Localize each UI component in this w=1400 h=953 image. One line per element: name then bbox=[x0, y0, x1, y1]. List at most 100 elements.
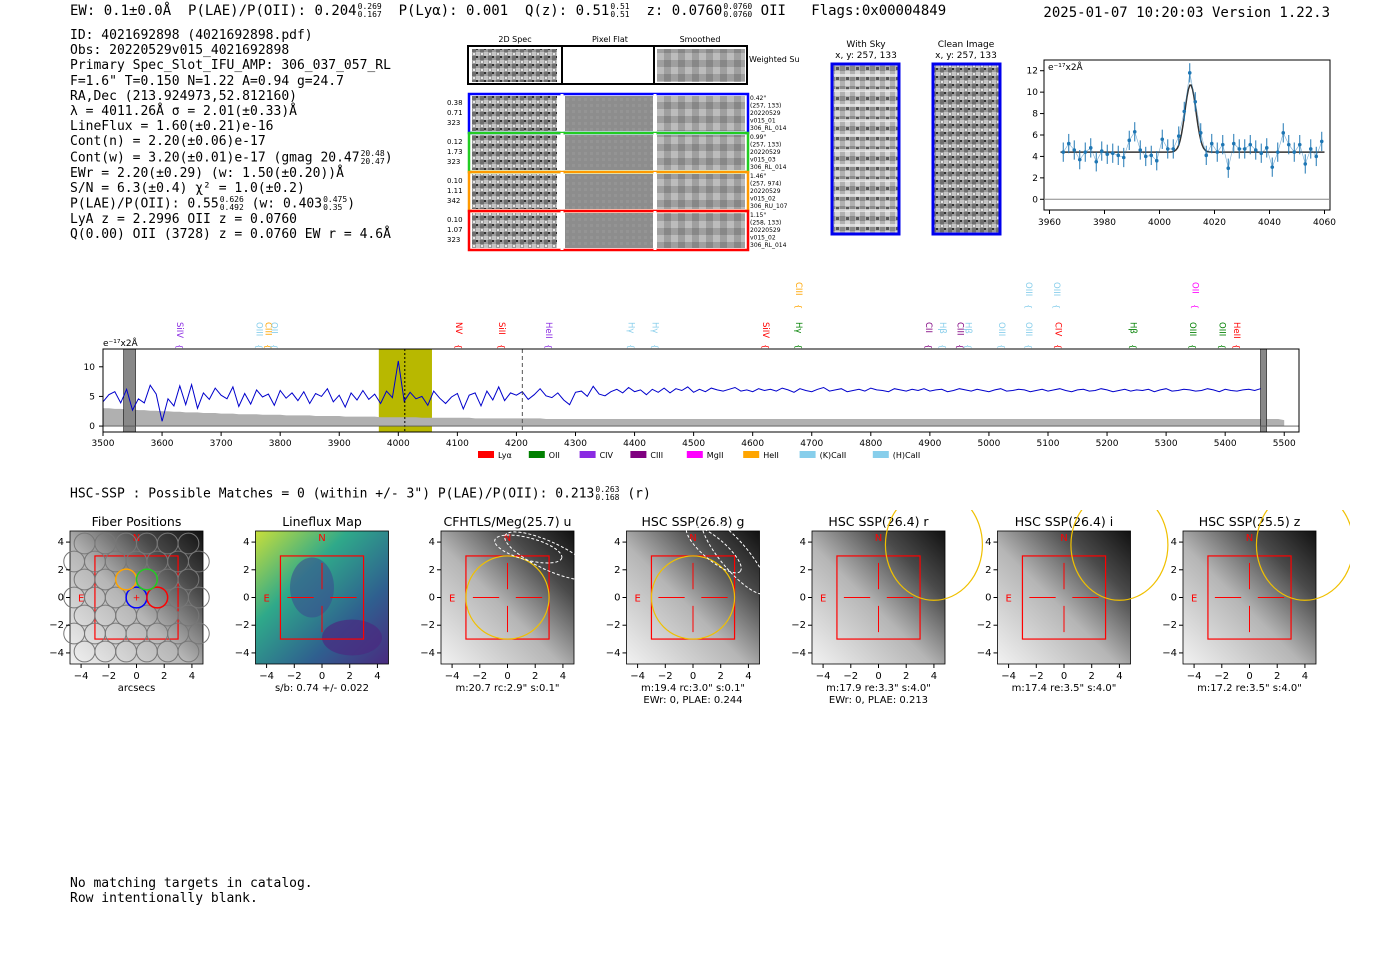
panel-xtick-label: 0 bbox=[1246, 671, 1252, 682]
spectrum-xtick-label: 3900 bbox=[328, 439, 351, 449]
info-q-line: Q(0.00) OII (3728) z = 0.0760 EW r = 4.6… bbox=[70, 227, 391, 243]
spectrum-flux-line bbox=[102, 360, 1261, 422]
cutout-2d-image bbox=[472, 96, 557, 131]
panel-xtick-label: −4 bbox=[259, 671, 274, 682]
emission-line-label: OIII bbox=[996, 322, 1006, 336]
spectrum-xtick-label: 4400 bbox=[623, 439, 646, 449]
east-label: E bbox=[1006, 594, 1012, 605]
qz-hi: 0.51 bbox=[610, 2, 630, 11]
panel-ytick-label: −2 bbox=[606, 620, 621, 631]
emission-line-brace: { bbox=[794, 304, 803, 309]
panel-subtitle-2: EWr: 0, PLAE: 0.213 bbox=[829, 695, 928, 706]
spectrum-xtick-label: 3600 bbox=[151, 439, 174, 449]
spectrum-xtick-label: 5500 bbox=[1273, 439, 1296, 449]
info-lya-z: LyA z = 2.2996 OII z = 0.0760 bbox=[70, 212, 297, 228]
panel-ytick-label: 2 bbox=[429, 565, 435, 576]
zoom-xtick-label: 4060 bbox=[1313, 218, 1336, 228]
panel-xtick-label: −2 bbox=[1214, 671, 1229, 682]
info-plae-w: (w: 0.403 bbox=[251, 196, 323, 212]
legend-label: CIII bbox=[650, 451, 663, 460]
zoom-fit-curve bbox=[1060, 84, 1325, 153]
weighted-sum-label: Weighted Sum bbox=[749, 55, 800, 64]
panel-subtitle: arcsecs bbox=[118, 683, 156, 694]
panel-subtitle: m:17.2 re:3.5" s:4.0" bbox=[1197, 683, 1302, 694]
panel-ytick-label: −4 bbox=[791, 648, 806, 659]
emission-line-brace: { bbox=[794, 344, 803, 349]
spectrum-xtick-label: 4100 bbox=[446, 439, 469, 449]
north-label: N bbox=[133, 533, 140, 544]
emission-line-brace: { bbox=[1129, 344, 1138, 349]
panel-ytick-label: −4 bbox=[606, 648, 621, 659]
panel-ytick-label: 0 bbox=[614, 593, 620, 604]
panel-image bbox=[626, 530, 760, 665]
info-ewr: EWr = 2.20(±0.29) (w: 1.50(±0.20))Å bbox=[70, 165, 344, 181]
info-plae-w-hi: 0.475 bbox=[323, 195, 348, 205]
panel-ytick-label: 2 bbox=[985, 565, 991, 576]
plae-lo: 0.167 bbox=[357, 10, 382, 19]
panel-subtitle: m:20.7 rc:2.9" s:0.1" bbox=[455, 683, 559, 694]
cutout-right-label: 306_RL_014 bbox=[750, 125, 787, 132]
panel-subtitle: m:19.4 rc:3.0" s:0.1" bbox=[641, 683, 745, 694]
panel-ytick-label: −4 bbox=[235, 648, 250, 659]
panel-ytick-label: 2 bbox=[800, 565, 806, 576]
info-plae-lo: 0.492 bbox=[219, 203, 244, 213]
panel-title: HSC SSP(26.4) r bbox=[828, 514, 929, 529]
zoom-ytick-label: 4 bbox=[1032, 152, 1038, 162]
cutout-grid: 2D Spec Pixel Flat Smoothed Weighted Sum… bbox=[447, 35, 800, 252]
panel-title: CFHTLS/Meg(25.7) u bbox=[444, 514, 572, 529]
panel-xtick-label: −4 bbox=[816, 671, 831, 682]
spectrum-xtick-label: 5400 bbox=[1214, 439, 1237, 449]
z-line: OII bbox=[760, 3, 786, 19]
panel-xtick-label: 0 bbox=[690, 671, 696, 682]
sky-stripe bbox=[834, 224, 897, 227]
fiber-highlight bbox=[135, 568, 159, 591]
emission-line-label: SiIV bbox=[174, 322, 184, 338]
qz-value: 0.51 bbox=[575, 3, 610, 19]
emission-line-brace: { bbox=[263, 344, 272, 349]
fiber-circle bbox=[177, 532, 200, 555]
panel-ytick-label: 0 bbox=[1171, 593, 1177, 604]
panel-xtick-label: 0 bbox=[504, 671, 510, 682]
emission-line-brace: { bbox=[454, 344, 463, 349]
hsc-text: HSC-SSP : Possible Matches = 0 (within +… bbox=[70, 486, 595, 502]
emission-line-brace: { bbox=[1024, 344, 1033, 349]
sky-stripe bbox=[834, 119, 897, 122]
sky-images: With Sky x, y: 257, 133 Clean Image x, y… bbox=[830, 40, 1002, 236]
emission-line-label: Hγ bbox=[626, 322, 636, 333]
legend-swatch bbox=[743, 451, 760, 458]
qz-label: Q(z): bbox=[525, 3, 568, 19]
panel-subtitle-2: EWr: 0, PLAE: 0.244 bbox=[643, 695, 742, 706]
panel-ytick-label: 0 bbox=[58, 593, 64, 604]
panel-ytick-label: 4 bbox=[429, 537, 435, 548]
cutout-right-label: (258, 133) bbox=[750, 220, 781, 227]
emission-line-brace: { bbox=[1024, 304, 1033, 309]
sky-stripes bbox=[834, 74, 897, 227]
cutout-smoothed-image bbox=[657, 135, 745, 170]
north-label: N bbox=[504, 533, 511, 544]
emission-line-brace: { bbox=[761, 344, 770, 349]
search-box bbox=[279, 555, 365, 640]
sky-stripe bbox=[834, 134, 897, 137]
panel-xtick-label: 4 bbox=[189, 671, 195, 682]
panel-ytick-label: 4 bbox=[985, 537, 991, 548]
cutout-2d-image bbox=[472, 174, 557, 209]
spectrum-xtick-label: 4500 bbox=[682, 439, 705, 449]
emission-line-label: SiII bbox=[496, 322, 506, 335]
footer-line-2: Row intentionally blank. bbox=[70, 891, 258, 906]
panel-image bbox=[440, 530, 575, 665]
spectrum-masked-region bbox=[1260, 348, 1267, 433]
panel-ytick-label: −2 bbox=[791, 620, 806, 631]
panel-title: HSC SSP(26.4) i bbox=[1015, 514, 1113, 529]
aperture-ellipse bbox=[884, 510, 983, 601]
panel-xtick-label: 4 bbox=[374, 671, 380, 682]
col-2d-spec: 2D Spec bbox=[498, 35, 531, 44]
panel-xtick-label: −2 bbox=[1029, 671, 1044, 682]
weighted-smoothed-image bbox=[657, 49, 745, 82]
north-label: N bbox=[1246, 533, 1253, 544]
cutout-right-label: 306_RU_107 bbox=[750, 203, 788, 210]
z-value: 0.0760 bbox=[671, 3, 723, 19]
panel-xtick-label: 4 bbox=[1116, 671, 1122, 682]
sky-stripe bbox=[834, 104, 897, 107]
